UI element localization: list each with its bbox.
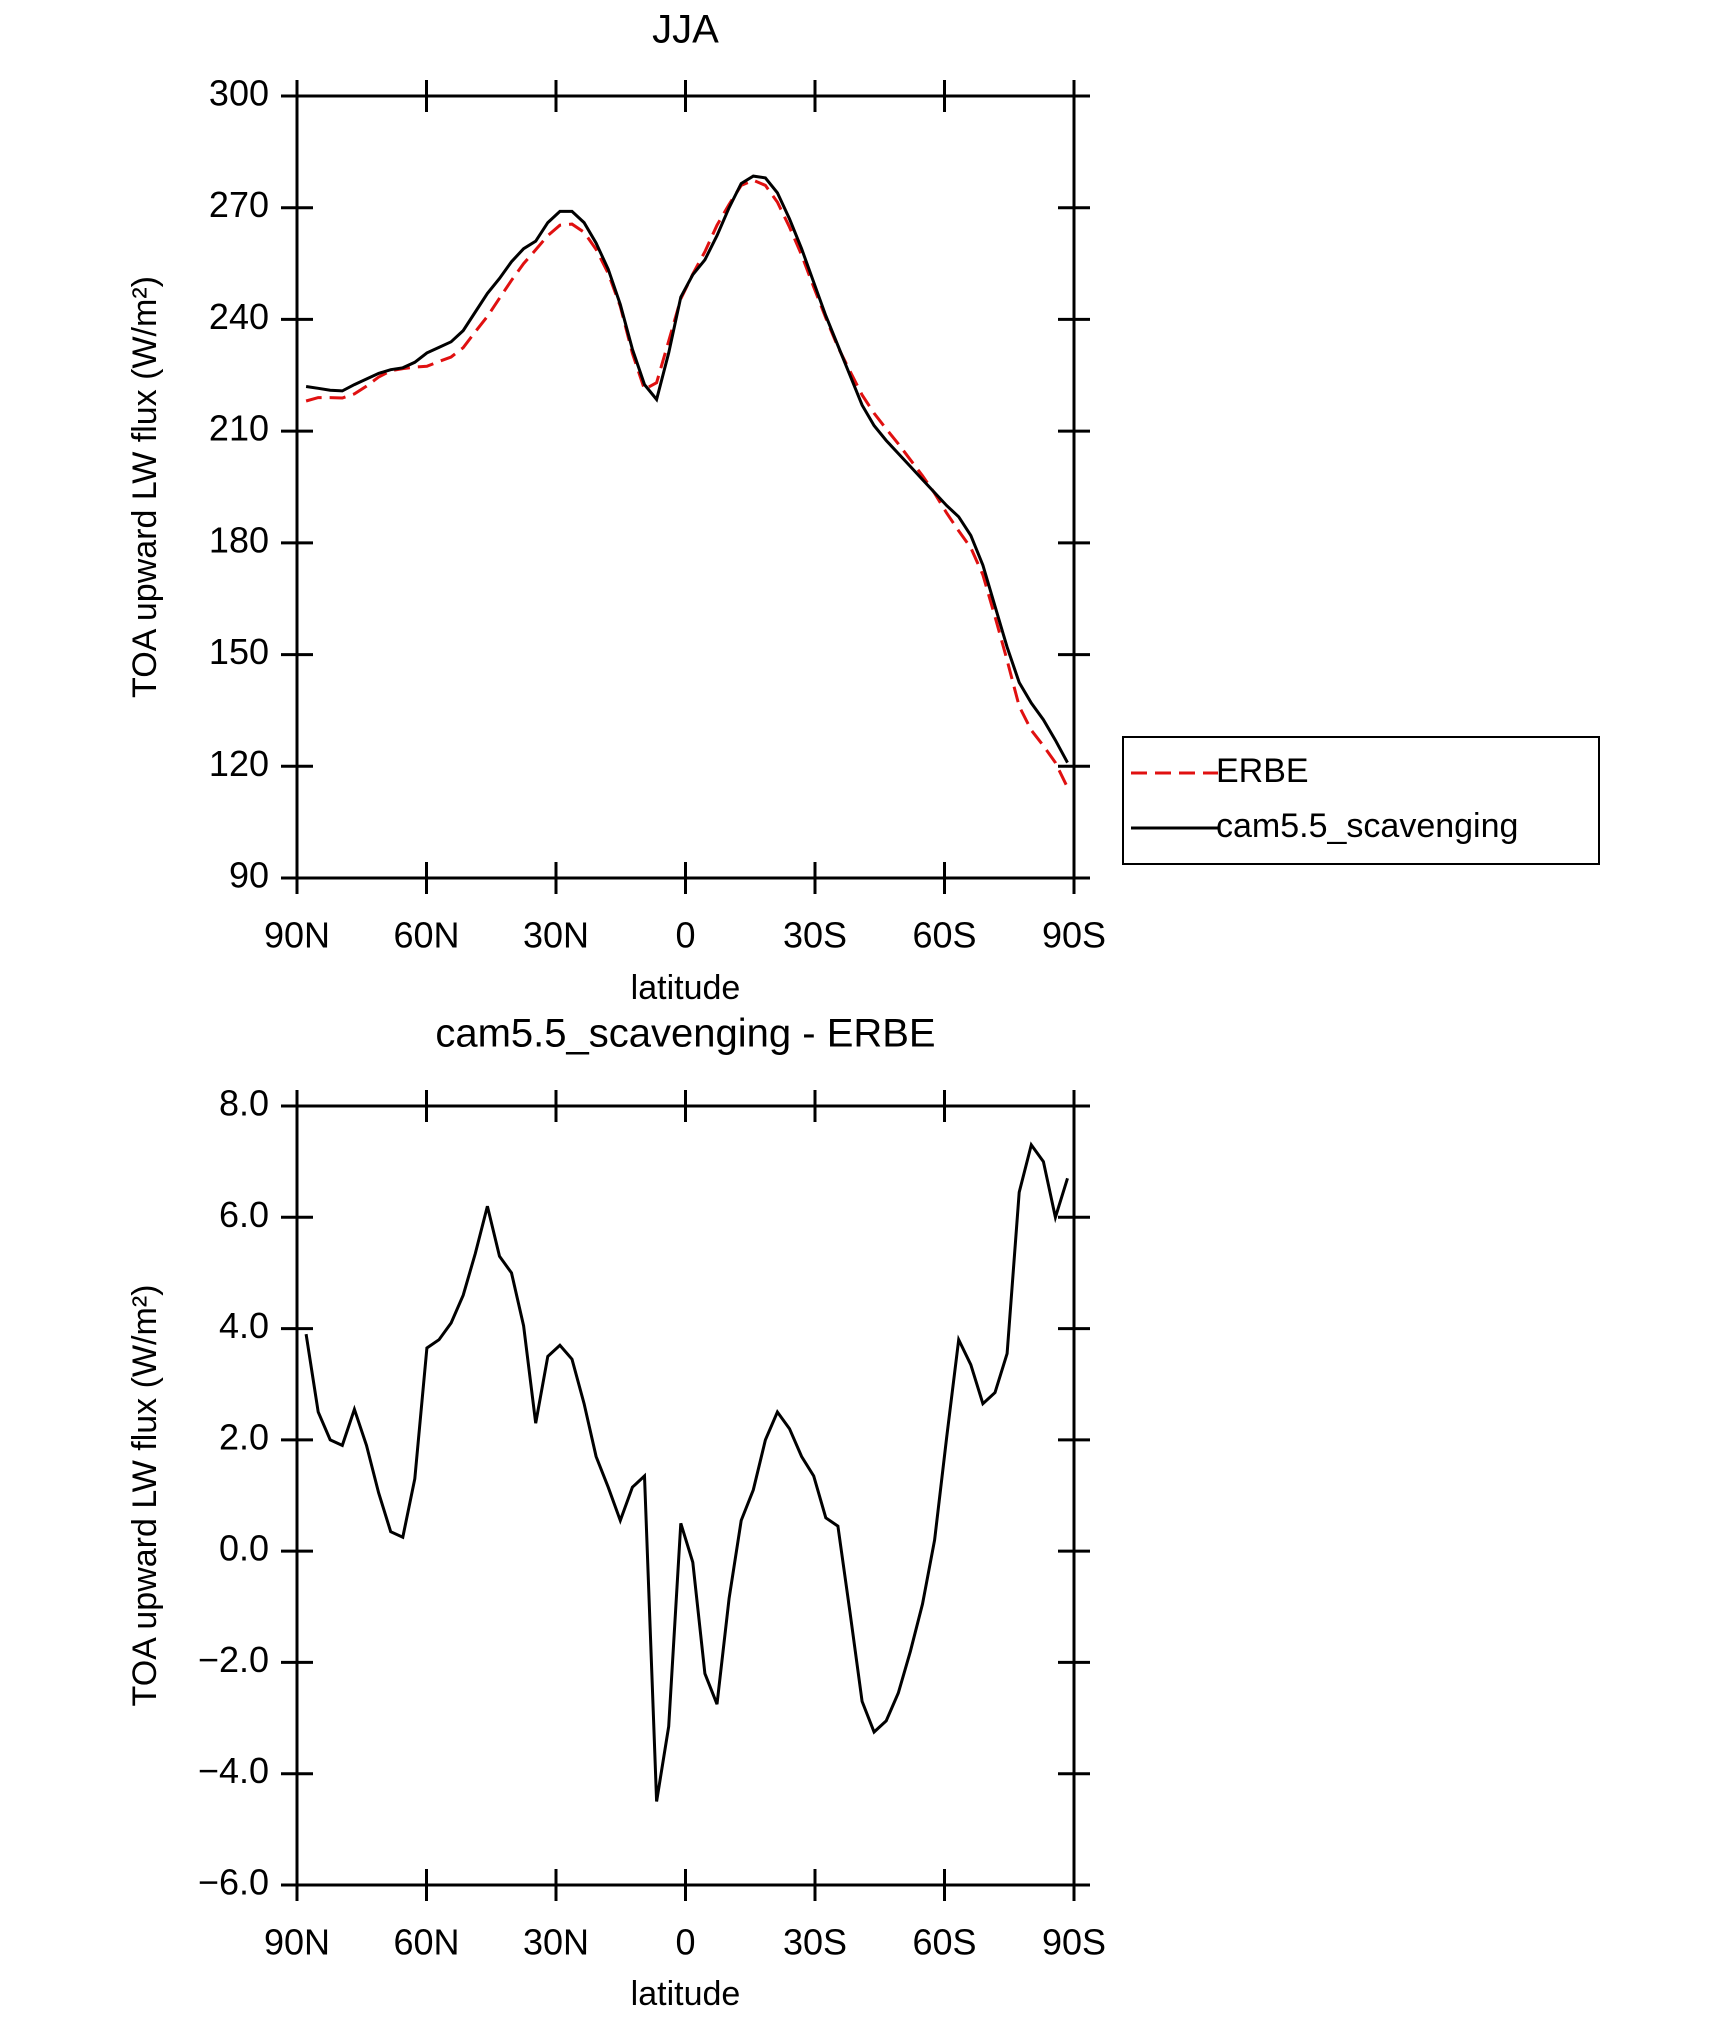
y-tick-label: 150 — [209, 631, 269, 672]
data-line — [304, 1141, 1069, 1802]
y-tick-label: 90 — [229, 855, 269, 896]
x-tick-label: 0 — [675, 915, 695, 956]
y-tick-label: 6.0 — [219, 1194, 269, 1235]
chart-title: JJA — [652, 8, 719, 52]
y-tick-label: 2.0 — [219, 1416, 269, 1457]
legend-label: cam5.5_scavenging — [1216, 807, 1518, 845]
x-axis-label: latitude — [631, 1975, 741, 2013]
y-tick-label: 300 — [209, 73, 269, 114]
x-tick-label: 90N — [264, 915, 330, 956]
y-tick-label: 8.0 — [219, 1083, 269, 1124]
y-tick-label: 210 — [209, 408, 269, 449]
x-tick-label: 30N — [523, 1922, 589, 1963]
x-tick-label: 0 — [675, 1922, 695, 1963]
x-tick-label: 60S — [912, 915, 976, 956]
legend-label: ERBE — [1216, 752, 1309, 790]
data-line — [305, 174, 1069, 764]
x-tick-label: 30N — [523, 915, 589, 956]
y-tick-label: 4.0 — [219, 1305, 269, 1346]
legend-box — [1122, 736, 1600, 865]
y-tick-label: −4.0 — [198, 1750, 269, 1791]
y-tick-label: 0.0 — [219, 1528, 269, 1569]
x-tick-label: 30S — [783, 1922, 847, 1963]
x-tick-label: 90S — [1042, 915, 1106, 956]
x-tick-label: 60N — [393, 915, 459, 956]
x-axis-label: latitude — [631, 969, 741, 1007]
y-tick-label: 270 — [209, 184, 269, 225]
chart-title: cam5.5_scavenging - ERBE — [435, 1012, 935, 1056]
x-tick-label: 60N — [393, 1922, 459, 1963]
y-tick-label: −2.0 — [198, 1639, 269, 1680]
y-tick-label: 120 — [209, 743, 269, 784]
x-tick-label: 30S — [783, 915, 847, 956]
y-axis-label: TOA upward LW flux (W/m²) — [126, 1285, 164, 1707]
y-axis-label: TOA upward LW flux (W/m²) — [126, 276, 164, 698]
x-tick-label: 90S — [1042, 1922, 1106, 1963]
y-tick-label: −6.0 — [198, 1862, 269, 1903]
y-tick-label: 180 — [209, 519, 269, 560]
x-tick-label: 90N — [264, 1922, 330, 1963]
plot-frame — [295, 1104, 1076, 1887]
plot-frame — [295, 94, 1076, 880]
x-tick-label: 60S — [912, 1922, 976, 1963]
y-tick-label: 240 — [209, 296, 269, 337]
data-line — [305, 178, 1069, 789]
